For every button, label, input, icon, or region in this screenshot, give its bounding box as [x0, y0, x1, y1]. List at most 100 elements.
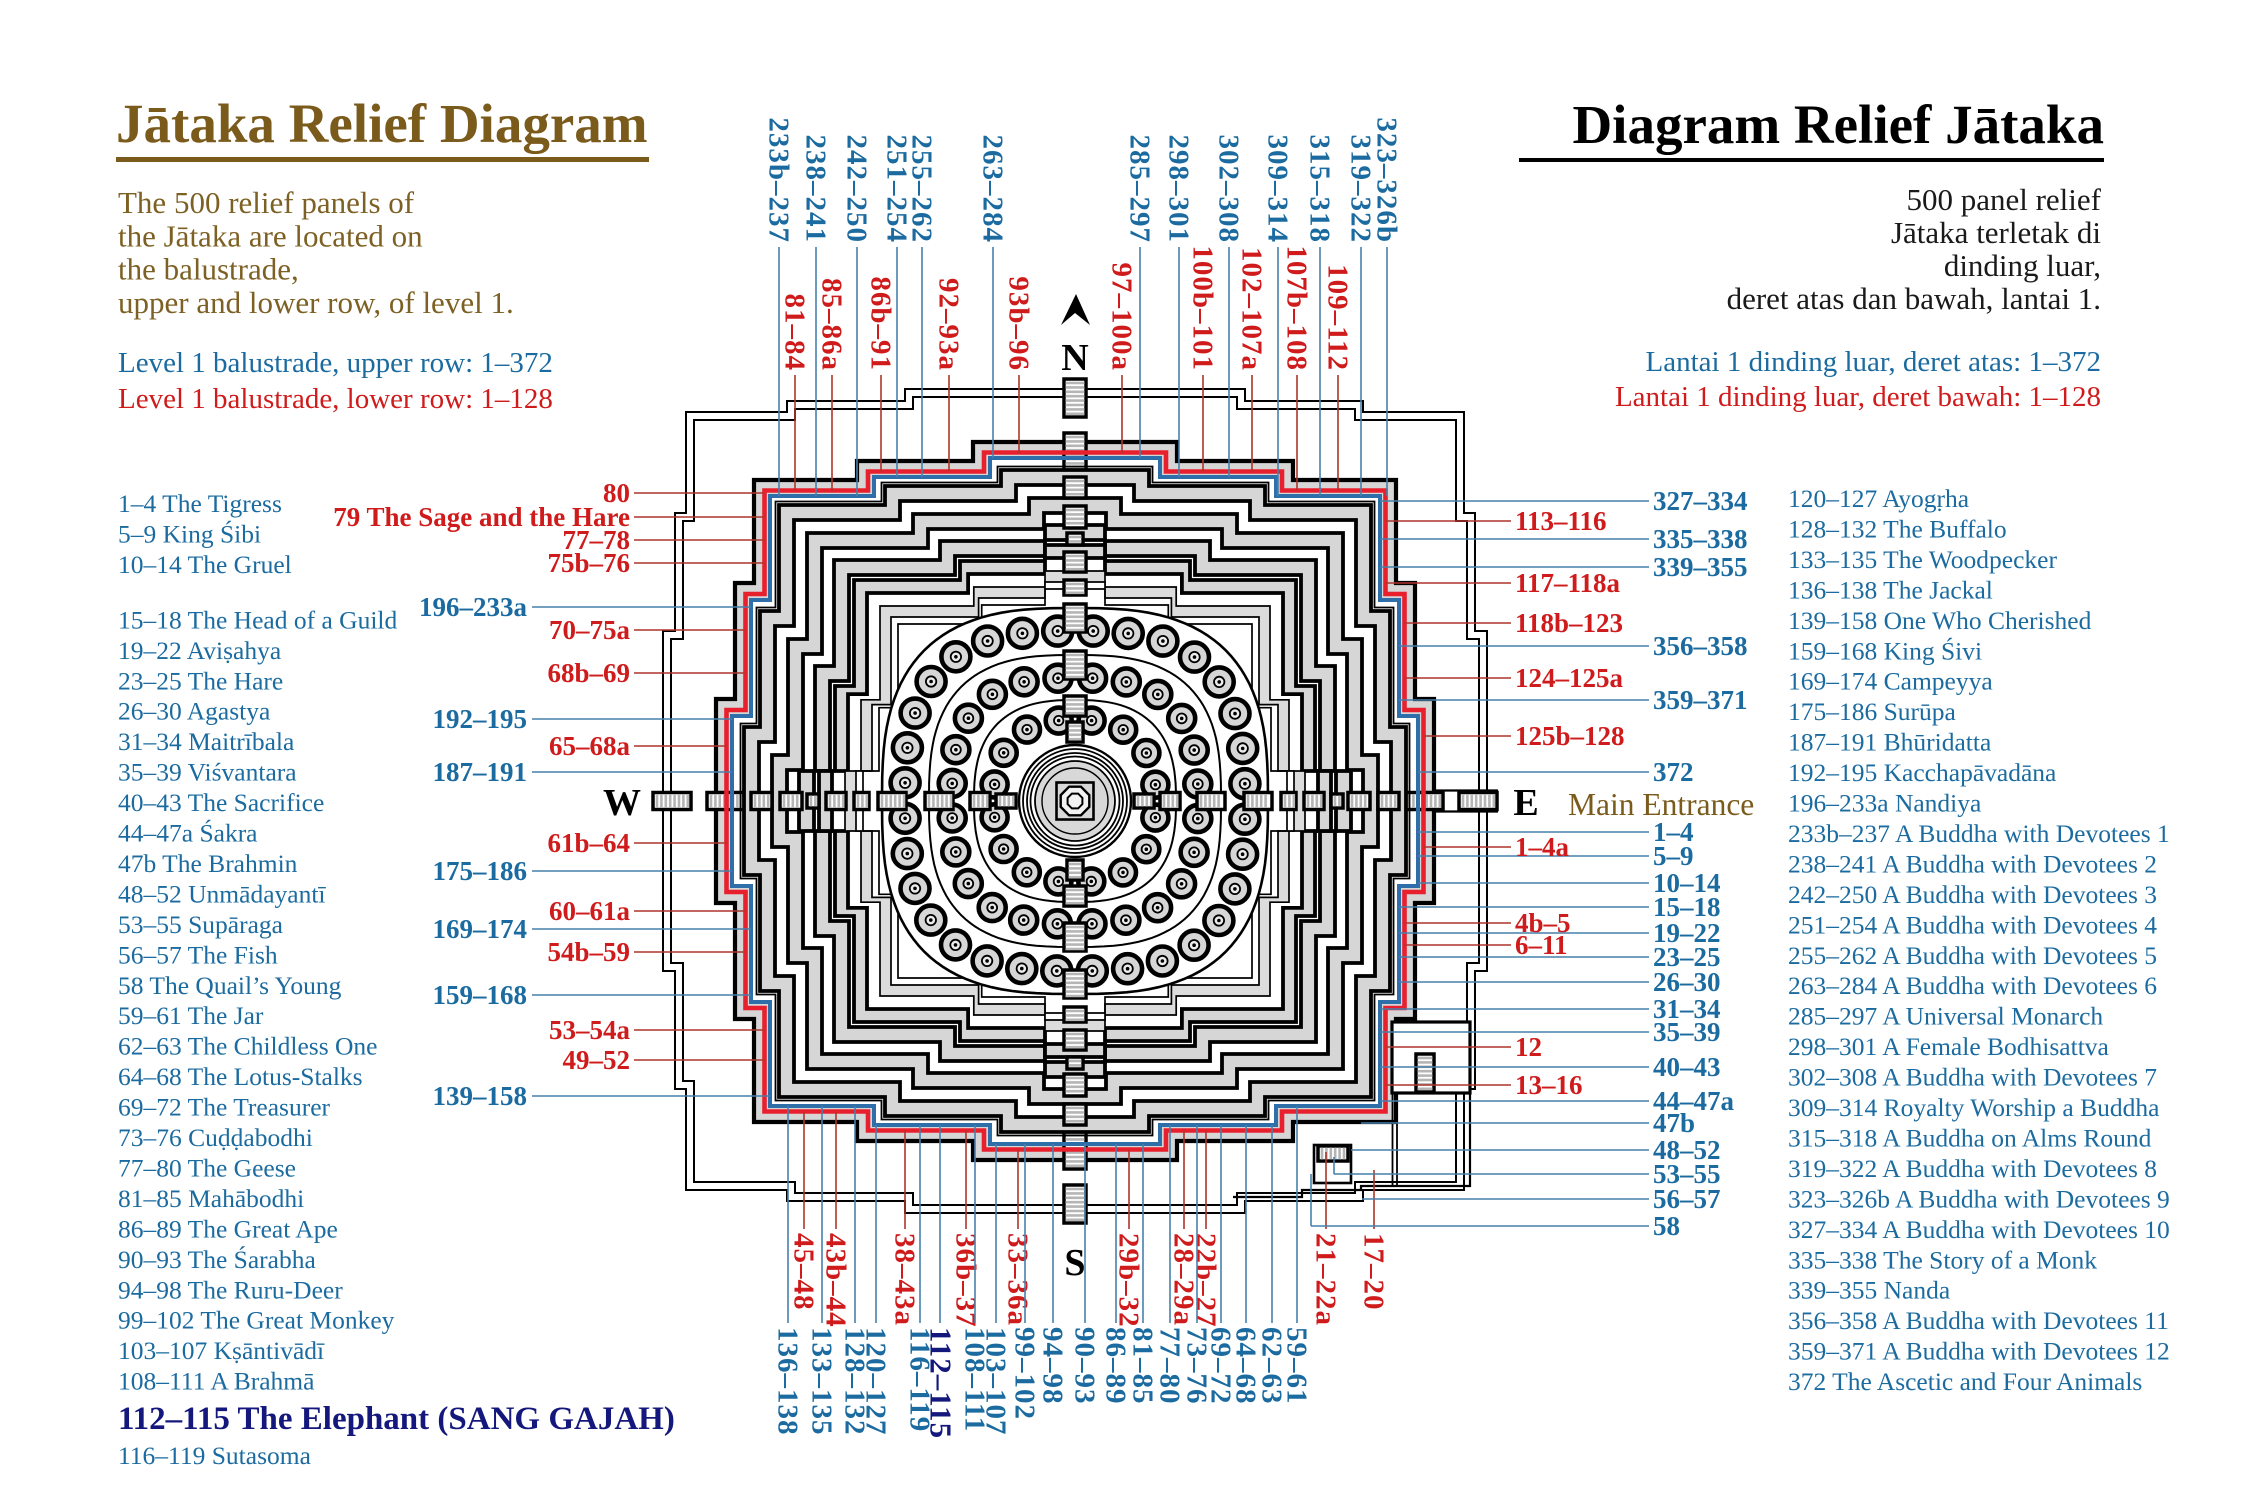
svg-text:113–116: 113–116	[1515, 506, 1607, 536]
svg-text:The 500 relief panels of: The 500 relief panels of	[118, 185, 415, 220]
svg-text:64–68 The Lotus-Stalks: 64–68 The Lotus-Stalks	[118, 1062, 363, 1091]
svg-text:19–22: 19–22	[1653, 918, 1721, 948]
svg-text:90–93: 90–93	[1068, 1327, 1100, 1405]
svg-text:80: 80	[603, 478, 630, 508]
svg-text:309–314 Royalty Worship a Budd: 309–314 Royalty Worship a Buddha	[1788, 1093, 2159, 1122]
svg-text:99–102: 99–102	[1008, 1327, 1040, 1420]
svg-text:372: 372	[1653, 757, 1694, 787]
svg-text:85–86a: 85–86a	[815, 278, 847, 371]
svg-text:E: E	[1513, 782, 1538, 824]
svg-text:175–186 Surūpa: 175–186 Surūpa	[1788, 697, 1956, 726]
svg-text:94–98: 94–98	[1036, 1327, 1068, 1405]
svg-text:79 The Sage and the Hare: 79 The Sage and the Hare	[333, 502, 630, 532]
svg-text:73–76: 73–76	[1180, 1327, 1212, 1405]
svg-text:339–355 Nanda: 339–355 Nanda	[1788, 1276, 1950, 1305]
svg-text:35–39: 35–39	[1653, 1017, 1721, 1047]
svg-text:44–47a Śakra: 44–47a Śakra	[118, 819, 258, 848]
svg-text:242–250: 242–250	[840, 135, 872, 244]
svg-text:335–338: 335–338	[1653, 524, 1748, 554]
svg-text:117–118a: 117–118a	[1515, 568, 1621, 598]
svg-text:15–18 The Head of a Guild: 15–18 The Head of a Guild	[118, 605, 398, 634]
svg-text:47b: 47b	[1653, 1108, 1695, 1138]
svg-text:112–115: 112–115	[923, 1327, 958, 1439]
svg-text:175–186: 175–186	[433, 856, 528, 886]
svg-text:dinding luar,: dinding luar,	[1944, 248, 2101, 283]
svg-text:159–168 King Śivi: 159–168 King Śivi	[1788, 636, 1982, 665]
svg-text:124–125a: 124–125a	[1515, 663, 1624, 693]
svg-text:Main Entrance: Main Entrance	[1568, 787, 1754, 822]
svg-text:23–25: 23–25	[1653, 942, 1721, 972]
svg-text:136–138: 136–138	[771, 1327, 803, 1436]
svg-text:133–135 The Woodpecker: 133–135 The Woodpecker	[1788, 545, 2057, 574]
svg-text:45–48: 45–48	[787, 1233, 819, 1311]
svg-text:255–262: 255–262	[905, 135, 937, 244]
svg-text:372 The Ascetic and Four Anima: 372 The Ascetic and Four Animals	[1788, 1367, 2142, 1396]
svg-text:13–16: 13–16	[1515, 1070, 1583, 1100]
svg-text:upper and lower row, of level: upper and lower row, of level 1.	[118, 285, 514, 320]
svg-text:Jātaka terletak di: Jātaka terletak di	[1891, 215, 2101, 250]
svg-text:58 The Quail’s Young: 58 The Quail’s Young	[118, 971, 342, 1000]
svg-text:86b–91: 86b–91	[864, 276, 896, 371]
svg-text:107b–108: 107b–108	[1280, 245, 1312, 371]
svg-text:N: N	[1061, 337, 1088, 379]
svg-text:23–25 The Hare: 23–25 The Hare	[118, 666, 283, 695]
svg-text:285–297: 285–297	[1123, 135, 1155, 244]
svg-text:12: 12	[1515, 1032, 1542, 1062]
svg-text:77–78: 77–78	[563, 525, 631, 555]
svg-text:327–334 A Buddha with Devotees: 327–334 A Buddha with Devotees 10	[1788, 1215, 2170, 1244]
svg-text:15–18: 15–18	[1653, 892, 1721, 922]
svg-text:5–9: 5–9	[1653, 841, 1694, 871]
svg-text:33–36a: 33–36a	[1001, 1233, 1033, 1326]
svg-text:43b–44: 43b–44	[819, 1233, 851, 1328]
svg-text:116–119: 116–119	[903, 1327, 935, 1432]
svg-text:133–135: 133–135	[805, 1327, 837, 1436]
svg-text:81–85 Mahābodhi: 81–85 Mahābodhi	[118, 1184, 304, 1213]
svg-text:W: W	[603, 782, 641, 824]
svg-text:309–314: 309–314	[1261, 135, 1293, 244]
svg-text:99–102 The Great Monkey: 99–102 The Great Monkey	[118, 1306, 395, 1335]
svg-text:319–322: 319–322	[1344, 135, 1376, 244]
svg-text:108–111 A Brahmā: 108–111 A Brahmā	[118, 1367, 314, 1396]
svg-text:263–284: 263–284	[976, 135, 1008, 244]
svg-text:73–76 Cuḍḍabodhi: 73–76 Cuḍḍabodhi	[118, 1123, 313, 1152]
svg-text:31–34 Maitrībala: 31–34 Maitrībala	[118, 727, 294, 756]
svg-text:120–127: 120–127	[859, 1327, 891, 1436]
svg-text:359–371 A Buddha with Devotees: 359–371 A Buddha with Devotees 12	[1788, 1337, 2170, 1366]
svg-text:103–107: 103–107	[979, 1327, 1011, 1436]
svg-text:500 panel relief: 500 panel relief	[1906, 182, 2101, 217]
svg-text:the balustrade,: the balustrade,	[118, 252, 299, 287]
svg-text:22b–27: 22b–27	[1189, 1233, 1221, 1328]
svg-text:68b–69: 68b–69	[547, 658, 630, 688]
svg-text:356–358 A Buddha with Devotees: 356–358 A Buddha with Devotees 11	[1788, 1306, 2169, 1335]
svg-text:77–80 The Geese: 77–80 The Geese	[118, 1154, 296, 1183]
svg-text:169–174 Campeyya: 169–174 Campeyya	[1788, 667, 1993, 696]
svg-text:the Jātaka are located on: the Jātaka are located on	[118, 218, 423, 253]
svg-text:Level 1 balustrade, upper row:: Level 1 balustrade, upper row: 1–372	[118, 347, 553, 379]
svg-text:62–63 The Childless One: 62–63 The Childless One	[118, 1032, 377, 1061]
svg-text:1–4: 1–4	[1653, 817, 1694, 847]
svg-text:233b–237: 233b–237	[762, 117, 794, 243]
svg-text:19–22 Aviṣahya: 19–22 Aviṣahya	[118, 636, 281, 665]
svg-text:Lantai 1 dinding luar, deret b: Lantai 1 dinding luar, deret bawah: 1–12…	[1615, 381, 2101, 413]
svg-text:255–262 A Buddha with Devotees: 255–262 A Buddha with Devotees 5	[1788, 941, 2157, 970]
svg-text:159–168: 159–168	[433, 980, 528, 1010]
svg-text:54b–59: 54b–59	[547, 937, 630, 967]
svg-text:81–84: 81–84	[778, 294, 810, 372]
svg-text:94–98 The Ruru-Deer: 94–98 The Ruru-Deer	[118, 1275, 343, 1304]
svg-text:64–68: 64–68	[1229, 1327, 1261, 1405]
svg-text:93b–96: 93b–96	[1002, 276, 1034, 371]
svg-text:26–30 Agastya: 26–30 Agastya	[118, 697, 270, 726]
svg-text:112–115 The Elephant (SANG GAJ: 112–115 The Elephant (SANG GAJAH)	[118, 1401, 675, 1437]
svg-text:192–195: 192–195	[433, 704, 528, 734]
svg-text:97–100a: 97–100a	[1105, 263, 1137, 372]
svg-text:263–284 A Buddha with Devotees: 263–284 A Buddha with Devotees 6	[1788, 971, 2157, 1000]
svg-text:31–34: 31–34	[1653, 994, 1721, 1024]
svg-text:356–358: 356–358	[1653, 631, 1748, 661]
svg-text:192–195 Kacchapāvadāna: 192–195 Kacchapāvadāna	[1788, 758, 2056, 787]
svg-text:75b–76: 75b–76	[547, 548, 630, 578]
svg-text:86–89 The Great Ape: 86–89 The Great Ape	[118, 1214, 338, 1243]
svg-text:58: 58	[1653, 1211, 1680, 1241]
svg-text:deret atas dan bawah, lantai 1: deret atas dan bawah, lantai 1.	[1727, 281, 2101, 316]
svg-text:169–174: 169–174	[433, 914, 528, 944]
svg-text:125b–128: 125b–128	[1515, 721, 1625, 751]
